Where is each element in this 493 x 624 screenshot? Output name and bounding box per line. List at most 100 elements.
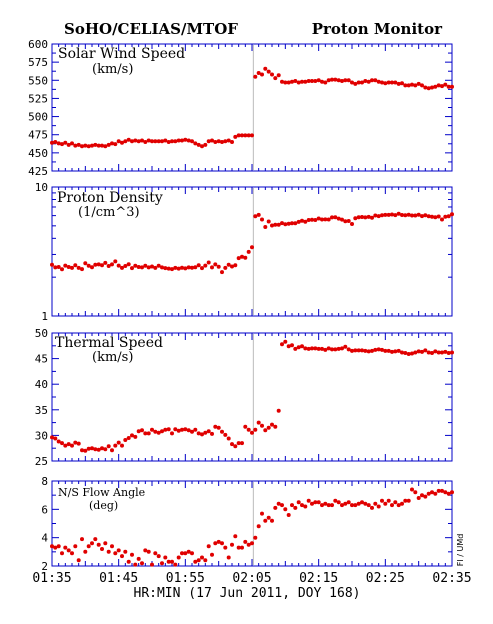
- data-point: [360, 500, 364, 505]
- data-point: [203, 558, 208, 563]
- data-point: [443, 349, 448, 354]
- data-point: [236, 545, 241, 550]
- data-point: [373, 213, 378, 218]
- data-point: [360, 80, 364, 85]
- data-point: [216, 139, 221, 144]
- data-point: [133, 138, 138, 143]
- data-point: [306, 498, 311, 503]
- data-point: [160, 561, 164, 566]
- data-point: [286, 221, 291, 226]
- data-point: [290, 221, 294, 226]
- data-point: [316, 346, 321, 351]
- data-point: [136, 429, 141, 434]
- data-point: [53, 545, 58, 550]
- data-point: [270, 223, 274, 228]
- data-point: [206, 544, 211, 549]
- x-tick-label: 02:25: [366, 571, 405, 586]
- data-point: [330, 503, 334, 508]
- data-point: [336, 500, 341, 505]
- data-point: [226, 555, 231, 560]
- data-point: [100, 143, 104, 148]
- data-point: [56, 141, 61, 146]
- data-point: [86, 446, 91, 451]
- data-point: [393, 80, 398, 85]
- y-tick-label: 50: [35, 327, 48, 340]
- data-point: [393, 500, 398, 505]
- data-point: [343, 501, 348, 506]
- data-point: [246, 133, 251, 138]
- data-point: [200, 144, 204, 149]
- data-point: [320, 79, 324, 84]
- data-point: [76, 558, 81, 563]
- data-point: [253, 74, 258, 79]
- data-point: [123, 549, 128, 554]
- data-point: [153, 139, 158, 144]
- data-point: [66, 548, 71, 553]
- data-point: [93, 262, 98, 267]
- data-point: [143, 431, 148, 436]
- data-point: [126, 137, 131, 142]
- data-point: [280, 342, 284, 347]
- data-point: [210, 265, 214, 270]
- data-point: [146, 265, 151, 270]
- x-tick-label: 02:15: [299, 571, 338, 586]
- panel-ns-flow-angle-unit: (deg): [89, 499, 118, 512]
- data-point: [396, 348, 401, 353]
- data-point: [446, 214, 451, 219]
- data-point: [206, 260, 211, 265]
- data-point: [426, 214, 431, 219]
- data-point: [343, 78, 348, 83]
- data-point: [210, 552, 214, 557]
- data-point: [223, 265, 228, 270]
- data-point: [403, 213, 408, 218]
- data-point: [233, 134, 238, 139]
- data-point: [90, 446, 94, 451]
- panel-proton-density-label: Proton Density: [57, 190, 163, 206]
- data-point: [170, 431, 174, 436]
- data-point: [346, 347, 351, 352]
- data-point: [406, 498, 411, 503]
- data-point: [396, 211, 401, 216]
- data-point: [390, 349, 394, 354]
- data-point: [256, 71, 261, 75]
- data-point: [316, 500, 321, 505]
- data-point: [380, 347, 384, 352]
- data-point: [240, 441, 244, 446]
- y-tick-label: 500: [28, 111, 48, 124]
- data-point: [310, 79, 314, 83]
- data-point: [336, 346, 341, 351]
- data-point: [356, 215, 361, 220]
- y-tick-label: 2: [41, 560, 48, 573]
- data-point: [106, 549, 111, 554]
- data-point: [116, 139, 121, 144]
- data-point: [156, 263, 161, 268]
- data-point: [233, 263, 238, 268]
- data-point: [200, 555, 204, 560]
- data-point: [303, 504, 308, 509]
- data-point: [333, 498, 338, 503]
- data-point: [266, 425, 271, 430]
- data-point: [440, 488, 444, 493]
- data-point: [133, 562, 138, 567]
- data-point: [366, 214, 371, 219]
- data-point: [260, 217, 264, 222]
- data-point: [440, 84, 444, 89]
- data-point: [260, 511, 264, 516]
- data-point: [420, 83, 424, 88]
- data-point: [170, 267, 174, 272]
- x-tick-label: 02:05: [232, 571, 271, 586]
- data-point: [186, 428, 191, 433]
- data-point: [260, 423, 264, 428]
- data-point: [53, 265, 58, 270]
- data-point: [143, 548, 148, 553]
- data-point: [86, 144, 91, 149]
- data-point: [180, 265, 184, 270]
- data-point: [350, 348, 354, 353]
- data-point: [76, 441, 81, 446]
- data-point: [436, 214, 441, 219]
- data-point: [60, 267, 64, 272]
- data-point: [273, 222, 278, 227]
- data-point: [56, 544, 61, 549]
- data-point: [400, 213, 404, 217]
- data-point: [283, 507, 288, 512]
